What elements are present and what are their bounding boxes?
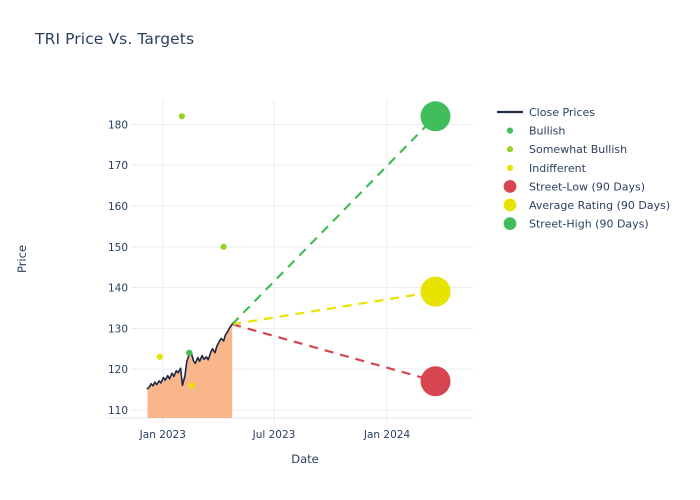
- chart-title: TRI Price Vs. Targets: [35, 30, 195, 48]
- y-axis-tick-labels: 110 120 130 140 150 160 170 180: [108, 119, 128, 416]
- svg-text:140: 140: [108, 283, 128, 295]
- legend-dot-marker: [506, 164, 514, 171]
- legend-item-somewhat-bullish[interactable]: Somewhat Bullish: [506, 143, 627, 156]
- legend-item-street-high-90-days[interactable]: Street-High (90 Days): [503, 217, 649, 231]
- axis-titles-group: Date Price: [15, 245, 319, 466]
- legend-item-label: Street-High (90 Days): [529, 218, 649, 231]
- x-axis-tick-labels: Jan 2023 Jul 2023 Jan 2024: [139, 429, 411, 441]
- legend-item-label: Bullish: [529, 125, 565, 138]
- chart-legend[interactable]: Close Prices Bullish Somewhat Bullish Indif…: [497, 106, 670, 231]
- svg-text:120: 120: [108, 364, 128, 376]
- legend-item-label: Somewhat Bullish: [529, 143, 627, 156]
- legend-item-label: Average Rating (90 Days): [529, 199, 670, 212]
- svg-text:180: 180: [108, 119, 128, 131]
- gridlines-group: [137, 100, 473, 418]
- legend-item-close-prices[interactable]: Close Prices: [497, 106, 595, 119]
- svg-text:130: 130: [108, 323, 128, 335]
- projection-lines-group: [231, 115, 437, 383]
- legend-item-label: Street-Low (90 Days): [529, 180, 645, 193]
- legend-dot-marker: [506, 146, 514, 153]
- legend-item-bullish[interactable]: Bullish: [506, 125, 566, 138]
- legend-item-indifferent[interactable]: Indifferent: [506, 162, 587, 175]
- axis-lines-group: [107, 123, 473, 423]
- legend-dot-marker: [503, 217, 517, 231]
- svg-text:150: 150: [108, 242, 128, 254]
- legend-item-label: Close Prices: [529, 106, 595, 119]
- svg-text:Jan 2024: Jan 2024: [363, 429, 411, 441]
- svg-text:110: 110: [108, 405, 128, 417]
- svg-text:Jan 2023: Jan 2023: [139, 429, 186, 441]
- legend-item-average-rating-90-days[interactable]: Average Rating (90 Days): [503, 198, 671, 212]
- svg-text:Price: Price: [15, 245, 29, 273]
- legend-item-label: Indifferent: [529, 162, 587, 175]
- close-price-fill-area: [147, 324, 233, 418]
- svg-text:160: 160: [108, 201, 128, 213]
- svg-text:Jul 2023: Jul 2023: [252, 429, 296, 441]
- legend-dot-marker: [503, 198, 517, 212]
- legend-dot-marker: [506, 127, 514, 134]
- target-scatter-markers[interactable]: [420, 101, 451, 397]
- svg-text:Date: Date: [291, 452, 319, 466]
- legend-item-street-low-90-days[interactable]: Street-Low (90 Days): [503, 180, 645, 193]
- rating-scatter-markers[interactable]: [156, 113, 227, 389]
- legend-dot-marker: [503, 180, 517, 193]
- svg-text:170: 170: [108, 160, 128, 172]
